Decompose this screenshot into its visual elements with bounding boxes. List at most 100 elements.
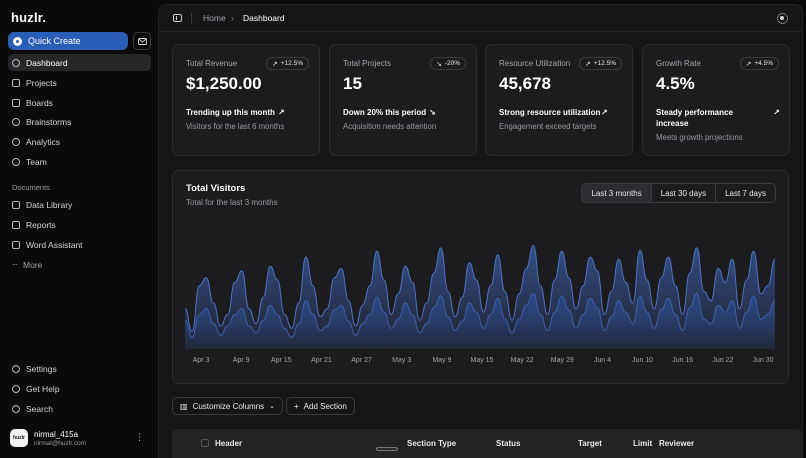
sidebar-item-analytics[interactable]: Analytics xyxy=(8,133,151,150)
x-tick-label: Jun 4 xyxy=(593,357,611,364)
card-value: 15 xyxy=(343,74,362,93)
card-summary: Trending up this month ↗ xyxy=(186,108,285,117)
sidebar-item-team[interactable]: Team xyxy=(8,153,151,170)
sidebar-item-search[interactable]: Search xyxy=(8,400,151,417)
column-header[interactable]: Header xyxy=(215,439,243,448)
x-tick-label: Jun 30 xyxy=(752,357,774,364)
user-email: nirmal@huzlr.com xyxy=(34,439,87,447)
breadcrumb-separator: › xyxy=(231,13,234,23)
more-icon: ··· xyxy=(12,260,18,269)
breadcrumb-home[interactable]: Home xyxy=(203,13,226,23)
trend-up-icon: ↗ xyxy=(601,108,608,117)
theme-toggle-icon[interactable] xyxy=(777,13,788,24)
logo: huzlr. xyxy=(11,10,47,25)
folder-icon xyxy=(12,78,20,87)
sidebar-toggle-icon[interactable] xyxy=(173,14,182,22)
card-detail: Visitors for the last 6 months xyxy=(186,122,285,131)
column-header[interactable]: Section Type xyxy=(407,439,457,448)
card-value: 4.5% xyxy=(656,74,695,93)
help-icon xyxy=(12,384,20,393)
card-value: $1,250.00 xyxy=(186,74,262,93)
x-tick-label: Apr 21 xyxy=(311,357,332,364)
column-header[interactable]: Reviewer xyxy=(659,439,695,448)
x-tick-label: Apr 9 xyxy=(232,357,250,364)
quick-create-button[interactable]: Quick Create xyxy=(8,32,128,50)
chart-subtitle: Total for the last 3 months xyxy=(186,198,278,207)
column-header[interactable]: Target xyxy=(578,439,602,448)
sidebar-item-get-help[interactable]: Get Help xyxy=(8,380,151,397)
range-selector: Last 3 months Last 30 days Last 7 days xyxy=(581,183,776,203)
column-header[interactable]: Limit xyxy=(633,439,653,448)
card-summary: Steady performance increase ↗ xyxy=(656,108,780,128)
trend-badge: ↗ +12.5% xyxy=(578,57,622,70)
chevron-down-icon: ⌄ xyxy=(269,403,276,410)
x-tick-label: Jun 16 xyxy=(672,357,694,364)
sidebar-item-reports[interactable]: Reports xyxy=(8,216,151,233)
trend-up-icon: ↗ xyxy=(773,108,780,117)
sidebar-item-more[interactable]: ··· More xyxy=(8,256,151,273)
range-last-3-months[interactable]: Last 3 months xyxy=(582,184,651,202)
trend-up-icon: ↗ xyxy=(745,60,752,68)
trend-badge: ↗ +12.5% xyxy=(265,57,309,70)
user-menu[interactable]: huzlr nirmal_415a nirmal@huzlr.com ⋮ xyxy=(10,427,150,449)
sidebar-item-dashboard[interactable]: Dashboard xyxy=(8,54,151,71)
sidebar-item-brainstorms[interactable]: Brainstorms xyxy=(8,113,151,130)
table-header-row: Header Section Type Status Target Limit … xyxy=(172,429,802,458)
mail-icon xyxy=(137,37,147,45)
trend-up-icon: ↗ xyxy=(278,108,285,117)
select-all-checkbox[interactable] xyxy=(201,439,209,447)
x-tick-label: Apr 27 xyxy=(351,357,372,364)
column-header[interactable]: Status xyxy=(496,439,521,448)
reports-icon xyxy=(12,220,20,229)
add-section-button[interactable]: + Add Section xyxy=(286,397,355,415)
x-tick-label: Apr 3 xyxy=(192,357,210,364)
sidebar-item-settings[interactable]: Settings xyxy=(8,360,151,377)
card-summary: Down 20% this period ↘ xyxy=(343,108,436,117)
card-title: Total Projects xyxy=(343,59,392,68)
range-last-7-days[interactable]: Last 7 days xyxy=(715,184,775,202)
series-line-1 xyxy=(185,244,775,333)
x-tick-label: May 29 xyxy=(550,357,574,364)
sidebar-item-projects[interactable]: Projects xyxy=(8,74,151,91)
more-vertical-icon[interactable]: ⋮ xyxy=(135,432,144,442)
sidebar-item-label: Analytics xyxy=(26,136,61,147)
visitors-chart-card: Total Visitors Total for the last 3 mont… xyxy=(172,170,789,384)
documents-section-label: Documents xyxy=(12,183,50,192)
x-tick-label: May 15 xyxy=(470,357,494,364)
card-summary: Strong resource utilization ↗ xyxy=(499,108,608,117)
dashboard-icon xyxy=(12,58,20,67)
customize-columns-button[interactable]: ▥ Customize Columns ⌄ xyxy=(172,397,284,415)
plus-icon: + xyxy=(294,401,299,411)
trend-down-icon: ↘ xyxy=(429,108,436,117)
card-title: Growth Rate xyxy=(656,59,701,68)
scrollbar-handle[interactable] xyxy=(376,447,398,451)
sidebar-item-label: Projects xyxy=(26,77,57,88)
sidebar-item-data-library[interactable]: Data Library xyxy=(8,196,151,213)
trend-badge: ↗ +4.5% xyxy=(739,57,779,70)
series-line-2 xyxy=(185,293,775,339)
card-title: Resource Utilization xyxy=(499,59,571,68)
gear-icon xyxy=(12,364,20,373)
chart-title: Total Visitors xyxy=(186,183,246,194)
sidebar: huzlr. Quick Create Dashboard Projects B… xyxy=(0,0,158,458)
x-tick-label: Jun 22 xyxy=(712,357,734,364)
database-icon xyxy=(12,200,20,209)
x-tick-label: May 22 xyxy=(510,357,534,364)
stat-card-revenue: Total Revenue ↗ +12.5% $1,250.00 Trending… xyxy=(172,44,320,156)
stat-card-resource-utilization: Resource Utilization ↗ +12.5% 45,678 Stro… xyxy=(485,44,633,156)
sidebar-item-label: Boards xyxy=(26,97,53,108)
stat-card-growth-rate: Growth Rate ↗ +4.5% 4.5% Steady performan… xyxy=(642,44,790,156)
x-tick-label: Jun 10 xyxy=(632,357,654,364)
sidebar-item-label: Brainstorms xyxy=(26,116,72,127)
breadcrumb-current: Dashboard xyxy=(243,13,285,23)
sidebar-item-word-assistant[interactable]: Word Assistant xyxy=(8,236,151,253)
range-last-30-days[interactable]: Last 30 days xyxy=(650,184,715,202)
sidebar-item-label: Word Assistant xyxy=(26,239,83,250)
user-name: nirmal_415a xyxy=(34,429,79,439)
inbox-button[interactable] xyxy=(133,32,151,50)
boards-icon xyxy=(12,98,20,107)
card-detail: Engagement exceed targets xyxy=(499,122,597,131)
plus-circle-icon xyxy=(13,36,22,46)
sidebar-item-boards[interactable]: Boards xyxy=(8,94,151,111)
sidebar-item-label: Search xyxy=(26,403,53,414)
